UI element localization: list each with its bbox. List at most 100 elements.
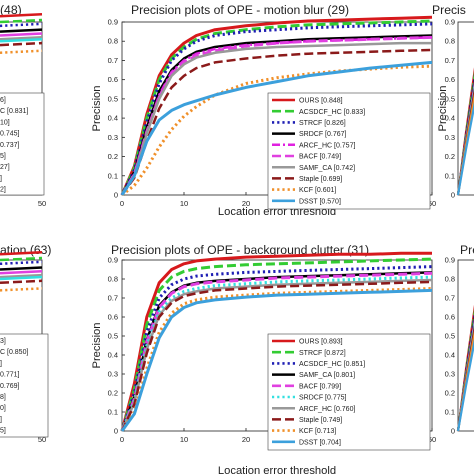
- y-tick-label: 0: [451, 191, 455, 200]
- y-tick-label: 0.2: [445, 152, 455, 161]
- y-tick-label: 0.4: [445, 351, 455, 360]
- series-line-partial: [0, 266, 43, 271]
- y-tick-label: 0: [114, 191, 118, 200]
- series-line-strcf: [120, 257, 433, 432]
- legend-entry: 10]: [0, 119, 10, 126]
- y-axis-label: Precision: [437, 85, 449, 131]
- legend-entry: SAMF_CA [0.801]: [299, 372, 355, 379]
- chart-left-top-partial: (48) 6] C [0.831] 10] 0.745] 0.737] 5] 27]] 2] 50: [0, 3, 46, 208]
- series-line-partial: [0, 12, 43, 18]
- y-tick-label: 0.2: [108, 389, 118, 398]
- series-line-ours: [120, 251, 432, 432]
- series-line-partial: [0, 275, 43, 281]
- y-tick-label: 0.4: [108, 351, 118, 360]
- y-tick-label: 0.2: [445, 389, 455, 398]
- y-tick-label: 0.9: [445, 256, 455, 265]
- y-tick-label: 0.6: [108, 313, 118, 322]
- series-line-staple: [120, 280, 433, 432]
- legend-entry: STRCF [0.872]: [299, 350, 346, 357]
- x-tick-label: 50: [428, 199, 436, 208]
- y-tick-label: 0.8: [108, 37, 118, 46]
- x-tick-label: 50: [38, 199, 46, 208]
- series-line-partial: [0, 18, 43, 24]
- series-line-partial: [0, 260, 43, 266]
- legend-entry: Staple [0.699]: [299, 176, 342, 183]
- y-tick-label: 0.7: [445, 56, 455, 65]
- chart-title: Precis: [432, 3, 466, 17]
- series-line-samf-ca: [120, 41, 432, 196]
- x-tick-label: 10: [180, 199, 188, 208]
- legend-entry: KCF [0.601]: [299, 187, 336, 194]
- y-tick-label: 0.3: [445, 133, 455, 142]
- legend-entry: 0]: [0, 405, 6, 412]
- legend-entry: 0.745]: [0, 131, 20, 138]
- legend-entry: SAMF_CA [0.742]: [299, 165, 355, 172]
- series-line-partial: [0, 36, 43, 41]
- y-tick-label: 0.9: [108, 18, 118, 27]
- series-line-partial: [0, 49, 43, 55]
- y-tick-label: 0.8: [445, 275, 455, 284]
- y-tick-label: 0.5: [445, 94, 455, 103]
- series-line-partial: [0, 32, 43, 37]
- chart-right-bottom-partial: Pre 0.9 0.8 0.7 0.6 0.5 0.4 0.3 0.2 0.1 0: [445, 243, 474, 436]
- legend-entry: 8]: [0, 394, 6, 401]
- legend-entry: 6]: [0, 97, 6, 104]
- x-tick-label: 0: [120, 435, 124, 444]
- legend-entry: ACSDCF_HC [0.833]: [299, 109, 365, 116]
- legend-entry: 0.737]: [0, 142, 20, 149]
- series-line-partial: [0, 251, 43, 256]
- legend-entry: 2]: [0, 187, 6, 194]
- legend-entry: OURS [0.848]: [299, 98, 343, 105]
- legend-entry: STRCF [0.826]: [299, 120, 346, 127]
- y-tick-label: 0.5: [108, 94, 118, 103]
- legend-entry: OURS [0.893]: [299, 339, 343, 346]
- series-line-partial: [0, 273, 43, 279]
- series-line-strcf: [120, 22, 433, 196]
- y-tick-label: 0.4: [108, 114, 118, 123]
- legend-entry: ARCF_HC [0.760]: [299, 406, 355, 413]
- y-tick-label: 0.1: [108, 408, 118, 417]
- plot-area: [457, 21, 474, 196]
- legend-entry: BACF [0.749]: [299, 154, 341, 161]
- legend-entry: Staple [0.749]: [299, 417, 342, 424]
- y-axis-label: Precision: [91, 85, 103, 131]
- legend-entry: 0.771]: [0, 372, 20, 379]
- chart-motion-blur: Precision plots of OPE - motion blur (29…: [91, 3, 436, 218]
- series-line-partial: [0, 37, 43, 43]
- legend-entry: C [0.850]: [0, 349, 28, 356]
- series-line-partial: [0, 28, 43, 33]
- series-line-partial: [0, 270, 43, 275]
- y-tick-label: 0: [114, 427, 118, 436]
- y-tick-label: 0.8: [445, 37, 455, 46]
- y-tick-label: 0.7: [108, 56, 118, 65]
- y-tick-label: 0.6: [445, 313, 455, 322]
- legend-entry: ]: [0, 416, 2, 423]
- y-tick-label: 0.1: [445, 171, 455, 180]
- chart-right-top-partial: Precis Precision 0.9 0.8 0.7 0.6 0.5 0.4 0.3 0.2 0…: [432, 3, 474, 200]
- series-line-partial: [0, 22, 43, 28]
- y-tick-label: 0.9: [445, 18, 455, 27]
- x-tick-label: 0: [120, 199, 124, 208]
- x-tick-label: 10: [180, 435, 188, 444]
- y-tick-label: 0.7: [445, 294, 455, 303]
- chart-title: Pre: [460, 243, 474, 257]
- y-tick-label: 0.5: [445, 332, 455, 341]
- series-line-partial: [456, 101, 474, 196]
- series-line-partial: [456, 338, 474, 432]
- y-tick-label: 0.6: [108, 75, 118, 84]
- legend-entry: KCF [0.713]: [299, 428, 336, 435]
- chart-background-clutter: Precision plots of OPE - background clut…: [91, 243, 436, 474]
- y-tick-label: 0.3: [108, 370, 118, 379]
- legend-entry: 27]: [0, 164, 10, 171]
- legend-box: [0, 92, 45, 196]
- y-tick-label: 0.3: [445, 370, 455, 379]
- legend-entry: 3]: [0, 338, 6, 345]
- series-line-dsst: [120, 288, 433, 432]
- x-tick-label: 50: [428, 435, 436, 444]
- y-tick-label: 0: [451, 427, 455, 436]
- legend-entry: DSST [0.704]: [299, 439, 341, 446]
- legend-entry: ACSDCF_HC [0.851]: [299, 361, 365, 368]
- y-tick-label: 0.4: [445, 114, 455, 123]
- y-tick-label: 0.8: [108, 275, 118, 284]
- x-tick-label: 20: [242, 199, 250, 208]
